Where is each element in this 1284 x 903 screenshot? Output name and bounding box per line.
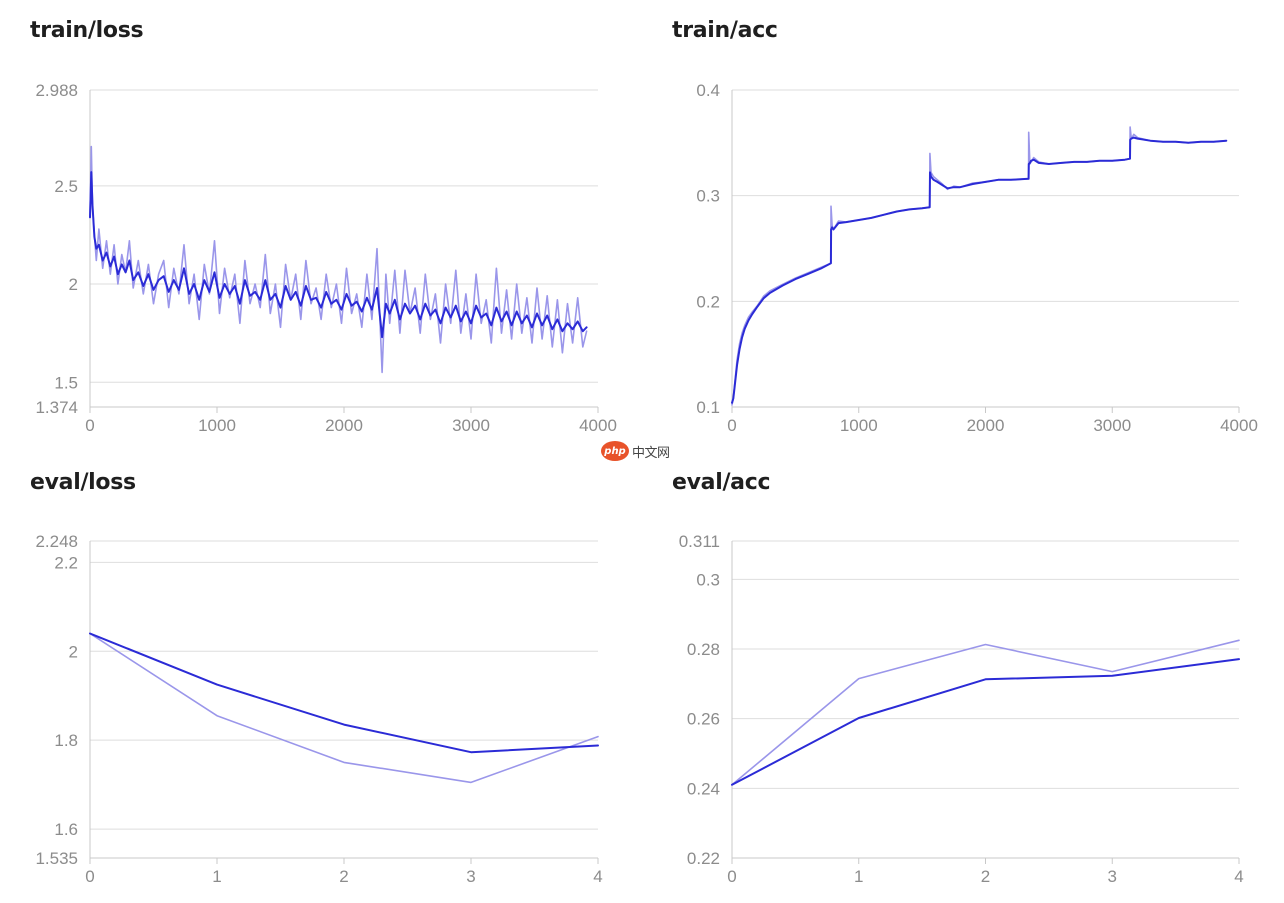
y-tick-label: 0.26: [687, 710, 720, 729]
x-tick-label: 3: [466, 867, 475, 886]
y-tick-label: 1.6: [54, 820, 78, 839]
y-tick-label: 2.248: [35, 532, 78, 551]
x-tick-label: 0: [727, 416, 736, 435]
x-tick-label: 1000: [840, 416, 878, 435]
x-tick-label: 3: [1108, 867, 1117, 886]
x-tick-label: 3000: [1093, 416, 1131, 435]
y-tick-label: 0.311: [679, 532, 720, 551]
series-line-smoothed: [89, 171, 588, 339]
series-line-series-b: [731, 658, 1240, 786]
y-tick-label: 0.2: [696, 292, 720, 311]
x-tick-label: 1: [854, 867, 863, 886]
x-tick-label: 2000: [967, 416, 1005, 435]
series-line-raw: [89, 145, 588, 374]
y-tick-label: 2: [69, 275, 78, 294]
y-tick-label: 2.5: [54, 177, 78, 196]
panel-train-acc: train/acc: [642, 0, 1284, 450]
x-tick-label: 2: [339, 867, 348, 886]
series-line-smoothed: [731, 136, 1228, 404]
panel-eval-acc: eval/acc: [642, 450, 1284, 903]
x-tick-label: 1000: [198, 416, 236, 435]
watermark-text: 中文网: [632, 445, 670, 461]
x-tick-label: 1: [212, 867, 221, 886]
y-tick-label: 0.3: [696, 570, 720, 589]
chart-title: eval/acc: [672, 470, 771, 495]
series-line-series-a: [89, 632, 599, 784]
chart-title: train/acc: [672, 18, 778, 43]
y-tick-label: 0.22: [687, 849, 720, 868]
y-tick-label: 1.8: [54, 731, 78, 750]
y-tick-label: 1.5: [54, 373, 78, 392]
y-tick-label: 0.4: [696, 81, 720, 100]
chart-train-loss: 2.988 2.5 2 1.5 1.374 0 1000 2000 3000 4000: [35, 81, 616, 435]
y-tick-label: 0.3: [696, 187, 720, 206]
x-tick-label: 4000: [579, 416, 617, 435]
y-tick-label: 0.1: [696, 398, 720, 417]
y-tick-label: 1.535: [35, 849, 78, 868]
x-tick-label: 0: [727, 867, 736, 886]
chart-title: train/loss: [30, 18, 144, 43]
chart-title: eval/loss: [30, 470, 136, 495]
watermark: php 中文网: [601, 440, 683, 462]
series-line-raw: [731, 126, 1228, 406]
chart-train-acc: 0.4 0.3 0.2 0.1 0 1000 2000 3000 4000: [696, 81, 1258, 435]
chart-eval-acc: 0.311 0.3 0.28 0.26 0.24 0.22 0 1 2 3 4: [679, 532, 1244, 886]
x-tick-label: 3000: [452, 416, 490, 435]
chart-eval-loss: 2.248 2.2 2 1.8 1.6 1.535 0 1 2 3 4: [35, 532, 602, 886]
watermark-logo: php: [601, 441, 629, 461]
panel-train-loss: train/loss: [0, 0, 642, 450]
x-tick-label: 2000: [325, 416, 363, 435]
y-tick-label: 1.374: [35, 398, 78, 417]
x-tick-label: 2: [981, 867, 990, 886]
y-tick-label: 0.24: [687, 779, 720, 798]
series-line-series-b: [89, 632, 599, 754]
y-tick-label: 2: [69, 642, 78, 661]
x-tick-label: 0: [85, 416, 94, 435]
panel-eval-loss: eval/loss: [0, 450, 642, 903]
y-tick-label: 2.988: [35, 81, 78, 100]
y-tick-label: 0.28: [687, 640, 720, 659]
x-tick-label: 4: [1234, 867, 1243, 886]
x-tick-label: 0: [85, 867, 94, 886]
x-tick-label: 4: [593, 867, 602, 886]
series-line-series-a: [731, 639, 1240, 786]
x-tick-label: 4000: [1220, 416, 1258, 435]
y-tick-label: 2.2: [54, 553, 78, 572]
